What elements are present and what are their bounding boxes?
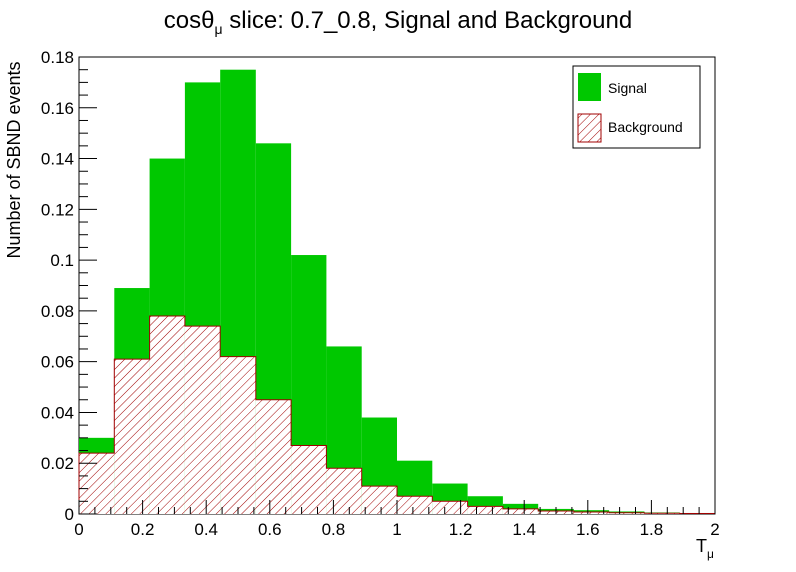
x-tick-label: 1.8 <box>640 520 664 539</box>
x-tick-label: 1.4 <box>512 520 536 539</box>
x-tick-label: 0.8 <box>322 520 346 539</box>
chart-title-subscript: μ <box>215 21 223 37</box>
x-tick-label: 1.6 <box>576 520 600 539</box>
background-bar-hatch <box>467 506 503 514</box>
background-bar-hatch <box>609 512 645 514</box>
background-bar-hatch <box>149 315 185 514</box>
y-tick-label: 0.04 <box>41 403 74 422</box>
legend-label-background: Background <box>608 119 683 135</box>
x-tick-label: 1 <box>392 520 401 539</box>
background-bar-hatch <box>326 468 362 514</box>
chart-title-prefix: cosθ <box>164 7 215 34</box>
x-axis: 0 0.2 0.4 0.6 0.8 1 1.2 1.4 1.6 1.8 2 <box>74 500 720 539</box>
y-tick-label: 0.14 <box>41 150 74 169</box>
y-tick-label: 0.02 <box>41 454 74 473</box>
y-axis: 0 0.02 0.04 0.06 0.08 0.1 0.12 0.14 0.16 0.18 <box>41 48 97 524</box>
x-tick-label: 1.2 <box>449 520 473 539</box>
chart-title: cosθμ slice: 0.7_0.8, Signal and Backgro… <box>164 7 632 37</box>
y-tick-label: 0.1 <box>50 251 74 270</box>
y-tick-label: 0.08 <box>41 302 74 321</box>
x-tick-label: 0.4 <box>194 520 218 539</box>
x-axis-title-base: T <box>696 536 707 556</box>
background-outline <box>78 315 716 514</box>
background-bar-hatch <box>361 486 397 514</box>
y-tick-label: 0.16 <box>41 99 74 118</box>
x-tick-label: 2 <box>710 520 719 539</box>
y-tick-label: 0.18 <box>41 48 74 67</box>
legend-swatch-background <box>577 113 602 143</box>
y-tick-label: 0 <box>65 505 74 524</box>
x-tick-label: 0 <box>74 520 83 539</box>
y-axis-title: Number of SBND events <box>4 61 24 258</box>
background-bar-hatch <box>573 511 610 514</box>
x-axis-title-subscript: μ <box>707 547 714 561</box>
background-bar-hatch <box>184 326 221 514</box>
x-axis-title: Tμ <box>696 536 714 561</box>
background-bar-hatch <box>220 356 256 514</box>
background-bar-hatch <box>291 445 327 514</box>
background-bar-hatch <box>502 508 539 514</box>
chart-title-suffix: slice: 0.7_0.8, Signal and Background <box>223 7 633 34</box>
x-tick-label: 0.2 <box>131 520 155 539</box>
background-bar-hatch <box>397 496 433 514</box>
y-tick-label: 0.12 <box>41 200 74 219</box>
background-series <box>78 315 716 514</box>
legend: Signal Background <box>572 65 701 149</box>
x-tick-label: 0.6 <box>258 520 282 539</box>
background-bar-hatch <box>432 501 468 514</box>
background-bar-hatch <box>255 399 292 514</box>
y-tick-label: 0.06 <box>41 353 74 372</box>
background-bar-hatch <box>79 453 115 514</box>
legend-swatch-signal <box>578 73 601 101</box>
background-bar-hatch <box>114 359 150 514</box>
legend-label-signal: Signal <box>608 80 647 96</box>
